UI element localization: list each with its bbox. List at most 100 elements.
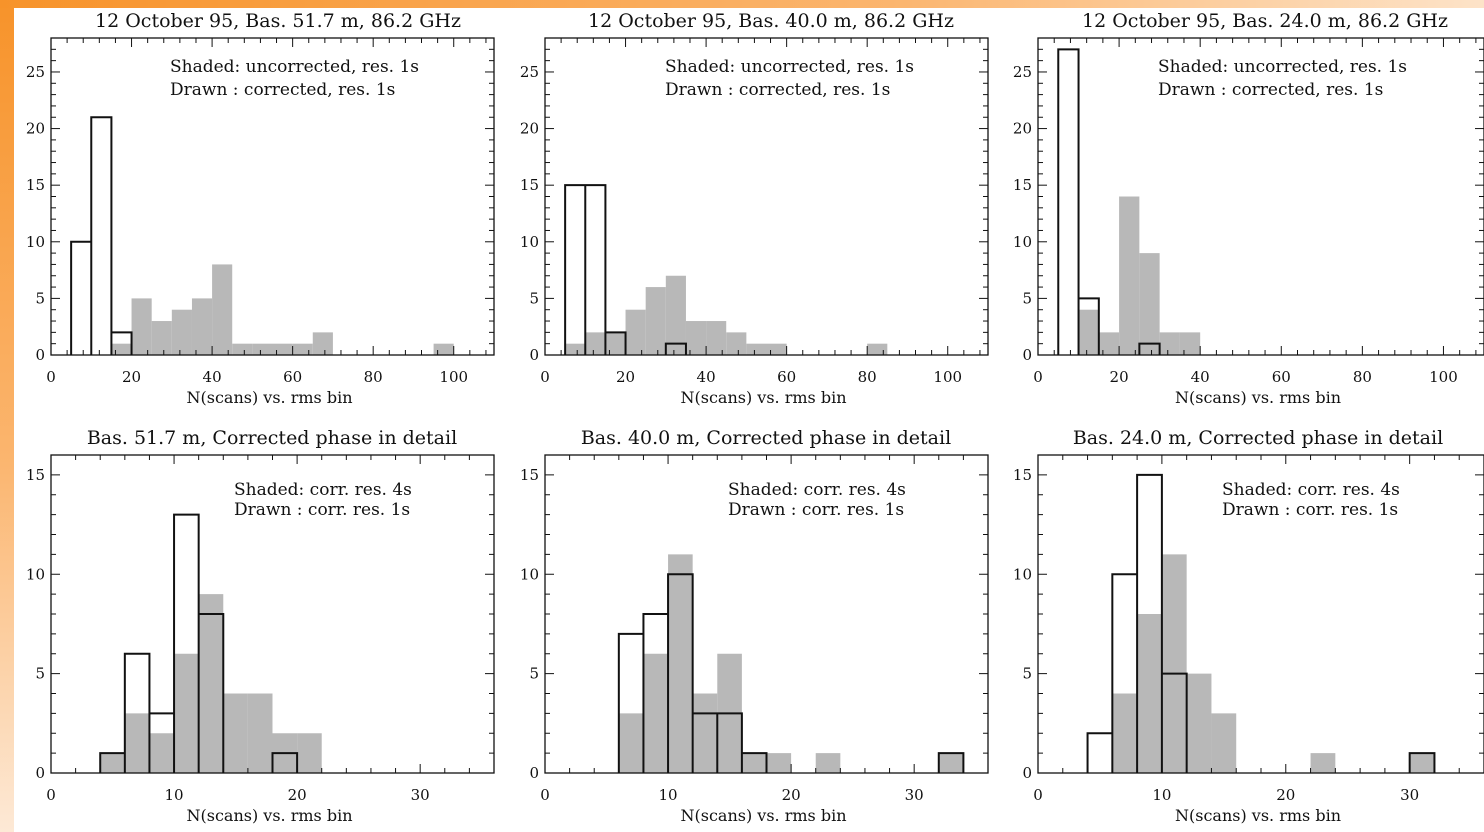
y-tick-label: 15	[26, 176, 45, 194]
legend-note: Shaded: uncorrected, res. 1s	[1158, 57, 1407, 77]
x-tick-label: 60	[777, 368, 796, 386]
shaded-bar	[100, 753, 125, 773]
shaded-bar	[625, 309, 646, 355]
histogram-panel-5: 0 10 20 30 0 5 10 15 Bas. 40.0 m, Corrected phas…	[520, 427, 989, 825]
shaded-bar	[252, 343, 273, 355]
y-tick-label: 10	[26, 233, 45, 251]
shaded-bar	[645, 287, 666, 355]
x-tick-label: 0	[1033, 786, 1043, 804]
y-tick-label: 5	[1022, 289, 1032, 307]
shaded-bar	[111, 343, 132, 355]
x-axis-label: N(scans) vs. rms bin	[1175, 388, 1341, 407]
x-axis-label: N(scans) vs. rms bin	[681, 388, 847, 407]
legend-note: Drawn : corr. res. 1s	[234, 500, 410, 520]
drawn-histogram-outline	[1057, 48, 1161, 355]
x-tick-label: 100	[1429, 368, 1458, 386]
panel-title: 12 October 95, Bas. 51.7 m, 86.2 GHz	[95, 10, 461, 32]
x-tick-label: 30	[905, 786, 924, 804]
y-tick-label: 25	[1013, 63, 1032, 81]
shaded-bar	[668, 554, 693, 773]
panel-title: Bas. 40.0 m, Corrected phase in detail	[581, 427, 951, 449]
shaded-bar	[191, 298, 213, 355]
shaded-bar	[618, 713, 644, 773]
shaded-bar	[312, 332, 333, 355]
y-tick-label: 5	[529, 289, 539, 307]
x-tick-label: 20	[616, 368, 635, 386]
y-tick-label: 0	[35, 346, 45, 364]
shaded-bar	[292, 343, 313, 355]
y-tick-label: 15	[520, 176, 539, 194]
shaded-bar	[1186, 673, 1212, 773]
y-tick-label: 20	[1013, 120, 1032, 138]
y-tick-label: 0	[35, 764, 45, 782]
shaded-bar	[565, 343, 586, 355]
shaded-bar	[198, 594, 224, 773]
shaded-bar	[741, 753, 767, 773]
shaded-bar	[151, 321, 172, 355]
y-tick-label: 0	[529, 764, 539, 782]
x-tick-label: 60	[1272, 368, 1291, 386]
panel-title: Bas. 51.7 m, Corrected phase in detail	[87, 427, 457, 449]
legend-note: Shaded: corr. res. 4s	[728, 480, 906, 500]
shaded-bar	[1161, 554, 1187, 773]
shaded-bar	[766, 343, 787, 355]
shaded-bar	[706, 321, 727, 355]
histogram-panel-2: 0 20 40 60 80 100 0 5 10 15 20 25 12 October 95, Bas…	[520, 10, 989, 407]
panel-title: Bas. 24.0 m, Corrected phase in detail	[1073, 427, 1443, 449]
shaded-bar	[1179, 332, 1201, 355]
x-axis-label: N(scans) vs. rms bin	[681, 806, 847, 825]
x-tick-label: 80	[858, 368, 877, 386]
y-tick-label: 15	[1013, 176, 1032, 194]
y-tick-label: 25	[520, 63, 539, 81]
panel-title: 12 October 95, Bas. 40.0 m, 86.2 GHz	[588, 10, 954, 32]
shaded-bar	[272, 343, 293, 355]
x-tick-label: 20	[288, 786, 307, 804]
legend-note: Shaded: uncorrected, res. 1s	[170, 57, 419, 77]
y-tick-label: 0	[1022, 346, 1032, 364]
legend-note: Shaded: uncorrected, res. 1s	[665, 57, 914, 77]
x-tick-label: 40	[1191, 368, 1210, 386]
shaded-bar	[1112, 693, 1138, 773]
histogram-panel-3: 0 20 40 60 80 100 0 5 10 15 20 25 12 October 95, Bas…	[1013, 10, 1484, 407]
shaded-bar	[1098, 332, 1120, 355]
drawn-histogram-outline	[99, 513, 299, 773]
legend-note: Drawn : corr. res. 1s	[1222, 500, 1398, 520]
legend-note: Drawn : corrected, res. 1s	[665, 80, 890, 100]
x-tick-label: 20	[1276, 786, 1295, 804]
y-tick-label: 25	[26, 63, 45, 81]
shaded-bar	[212, 264, 233, 355]
legend-note: Shaded: corr. res. 4s	[234, 480, 412, 500]
shaded-bar	[867, 343, 888, 355]
legend-note: Drawn : corrected, res. 1s	[170, 80, 395, 100]
panel-title: 12 October 95, Bas. 24.0 m, 86.2 GHz	[1082, 10, 1448, 32]
x-tick-label: 20	[1110, 368, 1129, 386]
y-tick-label: 15	[520, 466, 539, 484]
drawn-histogram-outline	[70, 116, 133, 355]
x-tick-label: 10	[659, 786, 678, 804]
y-tick-label: 5	[35, 665, 45, 683]
shaded-bar	[124, 713, 150, 773]
shaded-bar	[232, 343, 253, 355]
histogram-panel-4: 0 10 20 30 0 5 10 15 Bas. 51.7 m, Corrected phas…	[26, 427, 495, 825]
shaded-bar	[643, 653, 669, 773]
y-tick-label: 20	[26, 120, 45, 138]
y-tick-label: 10	[26, 565, 45, 583]
y-tick-label: 0	[529, 346, 539, 364]
y-tick-label: 0	[1022, 764, 1032, 782]
shaded-bar	[585, 332, 606, 355]
shaded-bar	[1119, 196, 1140, 355]
y-tick-label: 10	[520, 565, 539, 583]
x-tick-label: 0	[46, 368, 56, 386]
x-tick-label: 100	[933, 368, 962, 386]
x-tick-label: 40	[697, 368, 716, 386]
shaded-bar	[1310, 753, 1336, 773]
y-tick-label: 5	[1022, 665, 1032, 683]
left-accent-stripe	[0, 0, 14, 832]
shaded-bar	[938, 753, 964, 773]
histogram-panel-1: 0 20 40 60 80 100 0 5 10 15 20 25 12 October 95, Bas…	[26, 10, 495, 407]
shaded-bar	[1409, 753, 1435, 773]
shaded-bar	[174, 653, 199, 773]
shaded-bar	[692, 693, 718, 773]
shaded-bar	[297, 733, 322, 773]
